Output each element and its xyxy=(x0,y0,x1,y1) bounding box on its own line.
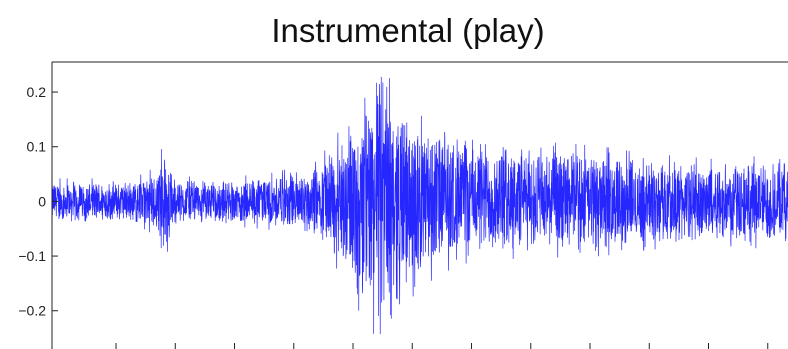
y-tick-label: 0 xyxy=(38,193,46,209)
y-tick-label: −0.2 xyxy=(18,303,46,319)
y-tick-label: 0.1 xyxy=(27,139,47,155)
chart-title: Instrumental (play) xyxy=(271,12,544,49)
y-axis: −0.2 −0.1 0 0.1 0.2 xyxy=(18,84,58,319)
y-tick-label: 0.2 xyxy=(27,84,47,100)
waveform-series xyxy=(52,76,788,335)
x-axis-ticks xyxy=(115,343,769,349)
waveform-line xyxy=(52,76,788,335)
y-tick-label: −0.1 xyxy=(18,248,46,264)
